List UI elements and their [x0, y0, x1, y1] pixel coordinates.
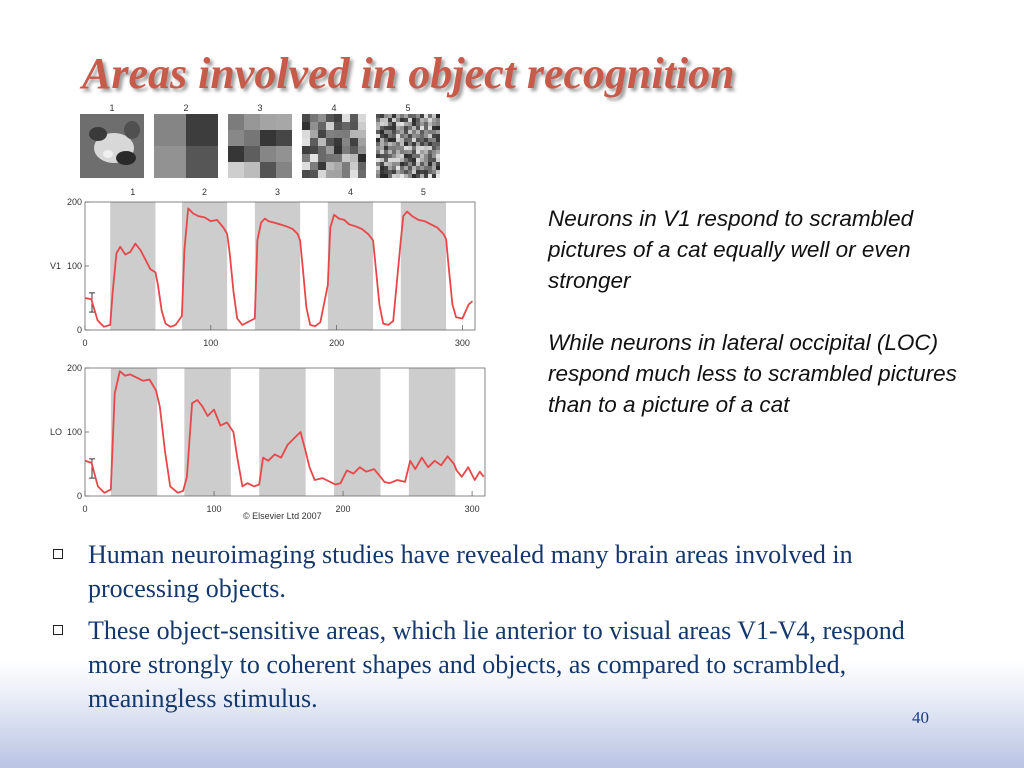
- cat-image-scrambled-fine: [302, 114, 366, 178]
- cat-image-scrambled-medium: [228, 114, 292, 178]
- x-tick-label: 200: [336, 504, 351, 514]
- stimulus-band: [327, 202, 374, 330]
- x-tick-label: 0: [82, 504, 87, 514]
- stimulus-band: [181, 202, 228, 330]
- stimulus-thumbnail: 1: [80, 103, 144, 178]
- figure-credit: © Elsevier Ltd 2007: [243, 511, 322, 521]
- figure-notes: Neurons in V1 respond to scrambled pictu…: [548, 203, 998, 451]
- stimulus-band: [334, 368, 381, 496]
- x-tick-label: 100: [203, 338, 218, 348]
- y-axis-label: LO: [50, 427, 62, 437]
- thumbnail-label: 4: [331, 103, 337, 113]
- response-trace: [84, 370, 485, 494]
- x-tick-label: 300: [465, 504, 480, 514]
- x-tick-label: 0: [82, 338, 87, 348]
- x-tick-label: 200: [329, 338, 344, 348]
- stimulus-label: 3: [275, 187, 280, 197]
- bullet-item: These object-sensitive areas, which lie …: [50, 614, 920, 716]
- thumbnail-label: 5: [405, 103, 411, 113]
- x-tick-label: 300: [455, 338, 470, 348]
- stimulus-band: [259, 368, 306, 496]
- note-loc: While neurons in lateral occipital (LOC)…: [548, 330, 957, 417]
- stimulus-label: 4: [348, 187, 353, 197]
- y-tick-label: 200: [67, 197, 82, 207]
- stimulus-band: [184, 368, 231, 496]
- checkbox-bullet-icon: [53, 625, 63, 635]
- stimulus-label: 2: [202, 187, 207, 197]
- cat-image-intact: [80, 114, 144, 178]
- checkbox-bullet-icon: [53, 549, 63, 559]
- y-tick-label: 100: [67, 261, 82, 271]
- cat-image-scrambled-finest: [376, 114, 440, 178]
- thumbnail-label: 2: [183, 103, 189, 113]
- y-tick-label: 100: [67, 427, 82, 437]
- stimulus-thumbnail: 3: [228, 103, 292, 178]
- thumbnail-label: 3: [257, 103, 263, 113]
- bullet-text: Human neuroimaging studies have revealed…: [88, 540, 853, 603]
- y-tick-label: 0: [77, 491, 82, 501]
- stimulus-thumbnail: 4: [302, 103, 366, 178]
- stimulus-label: 5: [421, 187, 426, 197]
- stimulus-label: 1: [130, 187, 135, 197]
- y-axis-label: V1: [50, 261, 61, 271]
- bullet-text: These object-sensitive areas, which lie …: [88, 616, 905, 713]
- thumbnail-label: 1: [109, 103, 115, 113]
- note-v1: Neurons in V1 respond to scrambled pictu…: [548, 206, 914, 293]
- bullet-list: Human neuroimaging studies have revealed…: [50, 538, 920, 724]
- neural-response-figure: 1 2 3 4 5 0 100 200 300 0 100 200 V1 0 100 200 300 0 100 20…: [50, 187, 486, 521]
- y-tick-label: 0: [77, 325, 82, 335]
- stimulus-thumbnail: 2: [154, 103, 218, 178]
- response-trace: [84, 207, 474, 328]
- cat-image-scrambled-coarse: [154, 114, 218, 178]
- stimulus-thumbnail: 5: [376, 103, 440, 178]
- stimulus-band: [110, 368, 158, 496]
- page-number: 40: [912, 708, 929, 727]
- slide-title: Areas involved in object recognition: [82, 49, 735, 98]
- x-tick-label: 100: [207, 504, 222, 514]
- bullet-item: Human neuroimaging studies have revealed…: [50, 538, 920, 606]
- stimulus-band: [408, 368, 456, 496]
- stimulus-thumbnails: 1 2 3 4 5: [80, 103, 440, 178]
- stimulus-band: [400, 202, 447, 330]
- y-tick-label: 200: [67, 363, 82, 373]
